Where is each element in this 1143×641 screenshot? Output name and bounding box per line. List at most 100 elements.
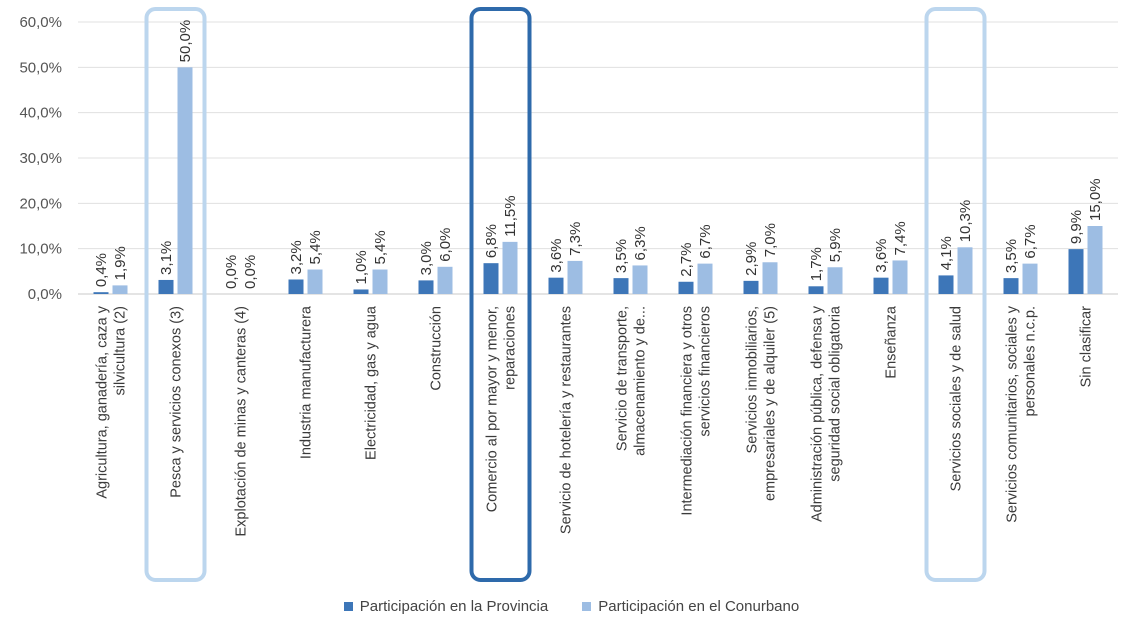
bar-provincia (1068, 249, 1084, 294)
category-label: Electricidad, gas y agua (364, 305, 380, 460)
category-label-line: Agricultura, ganadería, caza y (95, 305, 111, 498)
y-tick-label: 40,0% (19, 105, 62, 122)
bar-conurbano (372, 269, 388, 294)
bar-provincia (613, 278, 629, 294)
category-label: Sin clasificar (1079, 306, 1095, 388)
bar-provincia (158, 279, 174, 294)
data-label-conurbano: 6,3% (632, 226, 649, 260)
data-label-conurbano: 7,4% (892, 221, 909, 255)
category-label: Servicio de transporte, almacenamiento y … (615, 306, 649, 456)
y-tick-label: 0,0% (28, 286, 62, 303)
bar-conurbano (892, 260, 908, 294)
data-label-provincia: 2,7% (678, 243, 695, 277)
category-label-line: seguridad social obligatoria (828, 305, 844, 482)
category-label-line: Enseñanza (884, 305, 900, 378)
data-label-provincia: 4,1% (938, 236, 955, 270)
bar-conurbano (307, 269, 323, 294)
bar-provincia (1003, 278, 1019, 294)
category-label-line: Pesca y servicios conexos (3) (169, 306, 185, 498)
gridlines (78, 21, 1118, 295)
data-label-conurbano: 5,4% (372, 230, 389, 264)
data-label-provincia: 0,0% (223, 255, 240, 289)
y-tick-label: 60,0% (19, 14, 62, 31)
bar-conurbano (957, 247, 973, 294)
y-axis: 0,0% 10,0% 20,0% 30,0% 40,0% 50,0% 60,0% (19, 14, 62, 303)
category-label: Servicios inmobiliarios, empresariales y … (745, 306, 779, 501)
category-label: Construcción (429, 306, 445, 391)
data-label-conurbano: 7,3% (567, 222, 584, 256)
data-label-conurbano: 5,4% (307, 230, 324, 264)
bar-provincia (418, 280, 434, 294)
category-label: Industria manufacturera (299, 305, 315, 459)
bar-conurbano (1022, 263, 1038, 294)
data-label-provincia: 3,5% (1003, 239, 1020, 273)
data-label-provincia: 1,0% (353, 250, 370, 284)
highlight-box (469, 7, 532, 582)
category-label: Agricultura, ganadería, caza y silvicultu… (95, 305, 129, 498)
category-label: Servicios comunitarios, sociales y person… (1005, 305, 1039, 523)
bar-conurbano (177, 67, 193, 294)
category-label-line: silvicultura (2) (113, 306, 129, 395)
category-label-line: reparaciones (503, 306, 519, 390)
bar-conurbano (502, 241, 518, 294)
legend-swatch-provincia (343, 602, 353, 611)
category-label-line: servicios financieros (698, 306, 714, 437)
data-labels: 0,4% 1,9% 3,1%50,0%0,0% 0,0% 3,2% 5,4%1,0%5,4… (93, 20, 1104, 289)
category-label: Enseñanza (884, 305, 900, 378)
category-label-line: Servicio de hotelería y restaurantes (559, 306, 575, 534)
legend-label-conurbano: Participación en el Conurbano (598, 598, 800, 615)
data-label-conurbano: 7,0% (762, 223, 779, 257)
bar-conurbano (762, 262, 778, 294)
category-label-line: empresariales y de alquiler (5) (763, 306, 779, 501)
data-label-conurbano: 0,0% (242, 255, 259, 289)
legend-item-provincia: Participación en la Provincia (343, 598, 548, 615)
data-label-provincia: 9,9% (1068, 210, 1085, 244)
data-label-provincia: 3,1% (158, 241, 175, 275)
category-label-line: Administración pública, defensa y (810, 305, 826, 522)
y-tick-label: 30,0% (19, 150, 62, 167)
category-label: Intermediación financiera y otros servici… (680, 306, 714, 516)
y-tick-label: 50,0% (19, 59, 62, 76)
data-label-conurbano: 1,9% (112, 246, 129, 280)
data-label-conurbano: 6,7% (1022, 224, 1039, 258)
data-label-provincia: 2,9% (743, 242, 760, 276)
data-label-conurbano: 6,0% (437, 228, 454, 262)
category-label-line: personales n.c.p. (1023, 306, 1039, 416)
bar-conurbano (567, 260, 583, 294)
bar-conurbano (437, 266, 453, 294)
category-label: Comercio al por mayor y menor, reparacion… (485, 306, 519, 512)
data-label-conurbano: 10,3% (957, 200, 974, 243)
data-label-conurbano: 5,9% (827, 228, 844, 262)
data-label-conurbano: 50,0% (177, 20, 194, 63)
data-label-conurbano: 15,0% (1087, 178, 1104, 221)
bar-conurbano (827, 267, 843, 294)
data-label-conurbano: 11,5% (502, 195, 519, 236)
category-label: Servicio de hotelería y restaurantes (559, 306, 575, 534)
bar-provincia (288, 279, 304, 294)
category-label-line: Servicios sociales y de salud (949, 306, 965, 491)
category-label-line: Comercio al por mayor y menor, (485, 306, 501, 512)
category-label-line: Servicios comunitarios, sociales y (1005, 305, 1021, 523)
category-label: Servicios sociales y de salud (949, 306, 965, 491)
category-label: Explotación de minas y canteras (4) (234, 306, 250, 537)
y-tick-label: 20,0% (19, 195, 62, 212)
category-label-line: Explotación de minas y canteras (4) (234, 306, 250, 537)
category-label-line: almacenamiento y de... (633, 306, 649, 456)
data-label-conurbano: 6,7% (697, 224, 714, 258)
bar-provincia (353, 289, 369, 294)
bar-conurbano (632, 265, 648, 294)
category-label-line: Industria manufacturera (299, 305, 315, 459)
data-label-provincia: 3,6% (873, 238, 890, 272)
data-label-provincia: 1,7% (808, 247, 825, 281)
data-label-provincia: 6,8% (483, 224, 500, 258)
category-label-line: Sin clasificar (1079, 306, 1095, 388)
legend-item-conurbano: Participación en el Conurbano (582, 598, 799, 615)
legend-swatch-conurbano (582, 602, 592, 611)
category-label-line: Servicio de transporte, (615, 306, 631, 451)
category-label: Pesca y servicios conexos (3) (169, 306, 185, 498)
bar-provincia (808, 286, 824, 294)
data-label-provincia: 3,2% (288, 240, 305, 274)
data-label-provincia: 3,5% (613, 239, 630, 273)
bars (93, 67, 1103, 294)
category-label-line: Servicios inmobiliarios, (745, 306, 761, 453)
